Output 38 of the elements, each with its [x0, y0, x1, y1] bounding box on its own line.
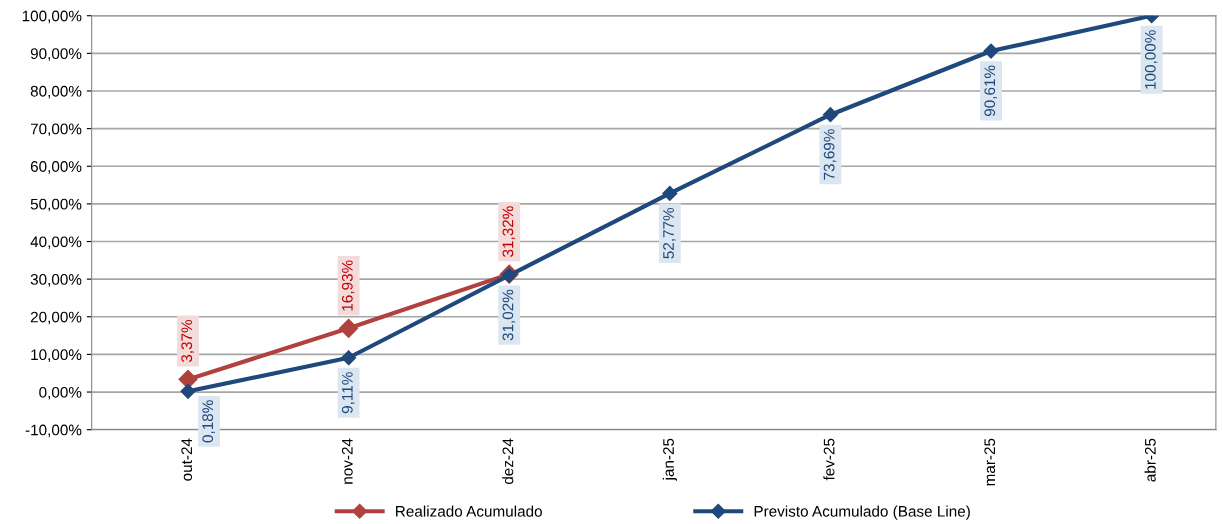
data-label: 16,93% — [341, 260, 355, 311]
y-tick-label: 80,00% — [30, 85, 82, 99]
y-tick-label: 40,00% — [30, 236, 82, 250]
y-tick-label: 60,00% — [30, 161, 82, 174]
data-label: 31,32% — [502, 206, 516, 257]
x-tick-label: nov-24 — [341, 438, 353, 484]
x-tick-label: out-24 — [181, 438, 193, 481]
point — [983, 43, 999, 59]
data-label: 31,02% — [502, 289, 516, 341]
y-tick-label: 0,00% — [39, 386, 82, 400]
x-tick-label: jan-25 — [662, 438, 677, 481]
data-label: 0,18% — [202, 400, 215, 443]
point — [822, 107, 839, 123]
x-tick-label: fev-25 — [823, 438, 835, 481]
point — [178, 369, 198, 389]
y-tick-label: 90,00% — [30, 48, 82, 61]
data-label: 3,37% — [181, 319, 194, 363]
y-tick-label: 100,00% — [22, 10, 82, 24]
x-tick-label: mar-25 — [984, 438, 996, 486]
data-label: 100,00% — [1144, 30, 1158, 89]
y-tick-label: 70,00% — [30, 123, 82, 137]
y-tick-label: 10,00% — [31, 349, 82, 362]
data-label: 9,11% — [341, 372, 355, 414]
y-tick-label: 20,00% — [30, 311, 82, 325]
x-tick-label: abr-25 — [1144, 438, 1156, 482]
point — [662, 185, 678, 202]
point — [339, 318, 359, 338]
point — [180, 383, 196, 399]
data-label: 73,69% — [823, 129, 837, 180]
y-tick-label: 30,00% — [30, 274, 82, 287]
legend-label: Previsto Acumulado (Base Line) — [754, 505, 970, 520]
data-label: 90,61% — [984, 65, 997, 117]
legend-label: Realizado Acumulado — [396, 505, 542, 517]
point — [341, 350, 357, 366]
y-tick-label: 50,00% — [30, 198, 82, 212]
data-label: 52,77% — [663, 207, 676, 259]
x-tick-label: dez-24 — [502, 438, 514, 485]
y-tick-label: -10,00% — [25, 424, 82, 438]
